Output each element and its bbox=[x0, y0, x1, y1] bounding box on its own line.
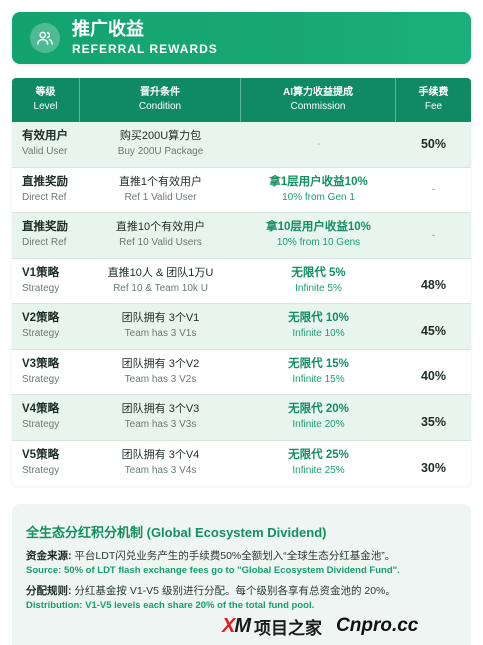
commission-cell: 拿1层用户收益10% 10% from Gen 1 bbox=[269, 175, 368, 203]
xm-logo: XM bbox=[222, 614, 251, 637]
page-title: 推广收益 bbox=[72, 19, 144, 39]
distribution-rule-line: 分配规则: 分红基金按 V1-V5 级别进行分配。每个级别各享有总资金池的 20… bbox=[26, 585, 396, 597]
level-cell: V1策略 Strategy bbox=[22, 266, 60, 294]
condition-cell: 直推10个有效用户 Ref 10 Valid Users bbox=[115, 221, 206, 249]
fee-cell: 30% bbox=[420, 460, 447, 475]
condition-cell: 团队拥有 3个V3 Team has 3 V3s bbox=[121, 403, 200, 431]
watermark-site: Cnpro.cc bbox=[336, 615, 419, 636]
commission-cell: 无限代 20% Infinite 20% bbox=[288, 403, 349, 431]
watermark: XM 项目之家 Cnpro.cc bbox=[222, 607, 483, 645]
dividend-panel: 全生态分红积分机制 (Global Ecosystem Dividend) 资金… bbox=[12, 504, 471, 645]
fee-cell: 45% bbox=[420, 323, 447, 338]
page-subtitle: REFERRAL REWARDS bbox=[72, 42, 218, 56]
commission-cell: 无限代 5% Infinite 5% bbox=[291, 266, 346, 294]
fund-source-english: Source: 50% of LDT flash exchange fees g… bbox=[26, 565, 400, 576]
fee-cell: 48% bbox=[420, 278, 447, 293]
condition-cell: 团队拥有 3个V2 Team has 3 V2s bbox=[121, 357, 200, 385]
table-row: V4策略 Strategy 团队拥有 3个V3 Team has 3 V3s 无… bbox=[12, 395, 471, 441]
table-header: 等级 Level 晋升条件 Condition AI算力收益提成 Commiss… bbox=[12, 78, 471, 122]
commission-cell: 无限代 15% Infinite 15% bbox=[288, 357, 349, 385]
condition-cell: 购买200U算力包 Buy 200U Package bbox=[117, 130, 204, 158]
level-cell: V2策略 Strategy bbox=[22, 312, 60, 340]
fee-cell: 35% bbox=[420, 414, 447, 429]
table-row: V2策略 Strategy 团队拥有 3个V1 Team has 3 V1s 无… bbox=[12, 304, 471, 350]
fee-cell: - bbox=[431, 184, 436, 196]
fund-source-line: 资金来源: 平台LDT闪兑业务产生的手续费50%全额划入“全球生态分红基金池”。 bbox=[26, 550, 396, 562]
table-row: 直推奖励 Direct Ref 直推1个有效用户 Ref 1 Valid Use… bbox=[12, 167, 471, 213]
level-cell: 直推奖励 Direct Ref bbox=[22, 175, 68, 203]
referral-rewards-header: 推广收益 REFERRAL REWARDS bbox=[12, 12, 471, 64]
users-icon bbox=[30, 23, 60, 53]
condition-cell: 直推1个有效用户 Ref 1 Valid User bbox=[118, 175, 203, 203]
rewards-table: 等级 Level 晋升条件 Condition AI算力收益提成 Commiss… bbox=[12, 78, 471, 486]
level-cell: 直推奖励 Direct Ref bbox=[22, 221, 68, 249]
fee-cell: 40% bbox=[420, 369, 447, 384]
table-row: 有效用户 Valid User 购买200U算力包 Buy 200U Packa… bbox=[12, 122, 471, 168]
table-row: V1策略 Strategy 直推10人 & 团队1万U Ref 10 & Tea… bbox=[12, 258, 471, 304]
column-header-fee: 手续费 Fee bbox=[418, 87, 449, 112]
level-cell: V4策略 Strategy bbox=[22, 403, 60, 431]
table-row: V5策略 Strategy 团队拥有 3个V4 Team has 3 V4s 无… bbox=[12, 440, 471, 486]
level-cell: V3策略 Strategy bbox=[22, 357, 60, 385]
level-cell: 有效用户 Valid User bbox=[22, 130, 68, 158]
column-header-level: 等级 Level bbox=[12, 78, 80, 122]
condition-cell: 团队拥有 3个V4 Team has 3 V4s bbox=[121, 449, 200, 477]
column-header-condition: 晋升条件 Condition bbox=[80, 78, 241, 122]
condition-cell: 团队拥有 3个V1 Team has 3 V1s bbox=[121, 312, 200, 340]
table-row: 直推奖励 Direct Ref 直推10个有效用户 Ref 10 Valid U… bbox=[12, 213, 471, 259]
column-header-commission: AI算力收益提成 Commission bbox=[241, 78, 396, 122]
commission-cell: 无限代 10% Infinite 10% bbox=[288, 312, 349, 340]
commission-cell: 无限代 25% Infinite 25% bbox=[288, 449, 349, 477]
commission-cell: 拿10层用户收益10% 10% from 10 Gens bbox=[266, 221, 371, 249]
level-cell: V5策略 Strategy bbox=[22, 449, 60, 477]
watermark-brand: 项目之家 bbox=[254, 618, 323, 638]
table-row: V3策略 Strategy 团队拥有 3个V2 Team has 3 V2s 无… bbox=[12, 349, 471, 395]
distribution-rule-english: Distribution: V1-V5 levels each share 20… bbox=[26, 600, 315, 611]
fee-cell: - bbox=[431, 229, 436, 241]
condition-cell: 直推10人 & 团队1万U Ref 10 & Team 10k U bbox=[107, 266, 214, 294]
dividend-title: 全生态分红积分机制 (Global Ecosystem Dividend) bbox=[26, 525, 327, 540]
commission-cell: - bbox=[316, 138, 321, 150]
fee-cell: 50% bbox=[420, 136, 447, 151]
